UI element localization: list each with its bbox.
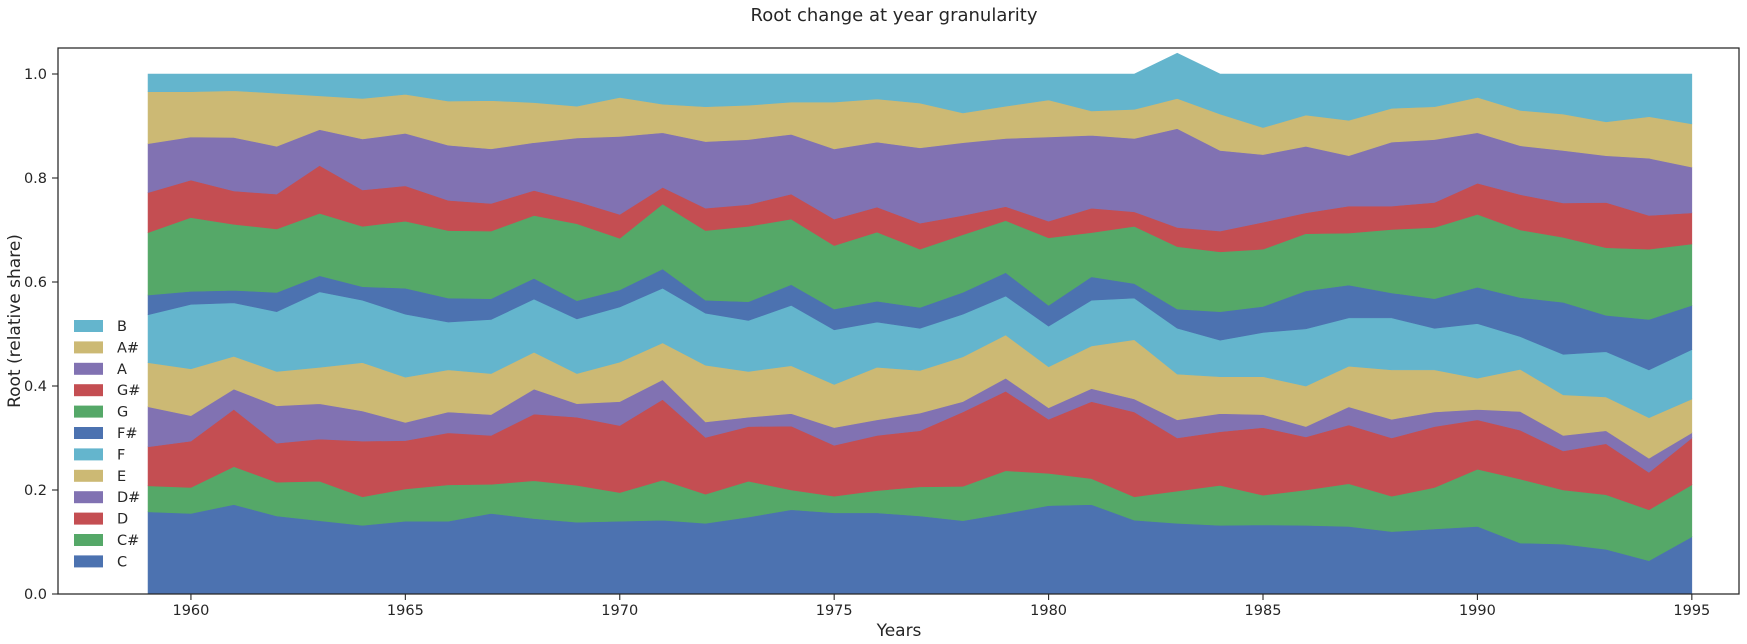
legend-label: C xyxy=(117,554,127,570)
y-tick-label: 0.8 xyxy=(24,171,47,187)
x-tick-label: 1985 xyxy=(1245,603,1282,619)
legend-swatch xyxy=(74,469,103,482)
legend-swatch xyxy=(74,384,103,397)
y-tick-label: 0.6 xyxy=(24,275,47,291)
legend-label: E xyxy=(117,469,126,485)
legend-label: D# xyxy=(117,490,140,506)
plot-frame xyxy=(57,47,1740,595)
legend-swatch xyxy=(74,362,103,375)
legend-label: F xyxy=(117,447,125,463)
y-tick-label: 0.4 xyxy=(24,379,47,395)
areas-layer xyxy=(147,52,1693,595)
legend-label: D xyxy=(117,512,128,528)
x-tick-label: 1990 xyxy=(1459,603,1496,619)
legend-label: F# xyxy=(117,426,138,442)
x-axis: 1960 1965 1970 1975 1980 1985 1990 1995 xyxy=(172,594,1710,619)
legend-swatch xyxy=(74,555,103,568)
y-axis: 0.0 0.2 0.4 0.6 0.8 1.0 xyxy=(24,67,58,603)
legend-label: A xyxy=(117,362,127,378)
y-tick-label: 1.0 xyxy=(24,67,47,83)
x-tick-label: 1960 xyxy=(172,603,209,619)
x-tick-label: 1995 xyxy=(1673,603,1710,619)
x-tick-label: 1970 xyxy=(601,603,638,619)
y-tick-label: 0.0 xyxy=(24,587,47,603)
x-tick-label: 1980 xyxy=(1030,603,1067,619)
legend-swatch xyxy=(74,534,103,546)
legend-swatch xyxy=(74,512,103,525)
legend-swatch xyxy=(74,320,103,332)
legend-label: A# xyxy=(117,340,139,356)
legend: B A# A G# G F# FE D# D C# C xyxy=(74,319,140,570)
legend-label: C# xyxy=(117,533,139,549)
y-tick-label: 0.2 xyxy=(24,483,47,499)
legend-label: G xyxy=(117,405,128,421)
legend-swatch xyxy=(74,341,103,354)
legend-label: G# xyxy=(117,383,140,399)
x-axis-label: Years xyxy=(876,621,922,641)
x-tick-label: 1975 xyxy=(816,603,853,619)
legend-swatch xyxy=(74,448,103,461)
chart-title: Root change at year granularity xyxy=(751,5,1038,26)
legend-swatch xyxy=(74,491,103,504)
legend-swatch xyxy=(74,427,103,439)
legend-label: B xyxy=(117,319,127,335)
legend-swatch xyxy=(74,405,103,418)
x-tick-label: 1965 xyxy=(387,603,424,619)
area-series-b xyxy=(147,52,1693,128)
y-axis-label: Root (relative share) xyxy=(5,234,25,408)
